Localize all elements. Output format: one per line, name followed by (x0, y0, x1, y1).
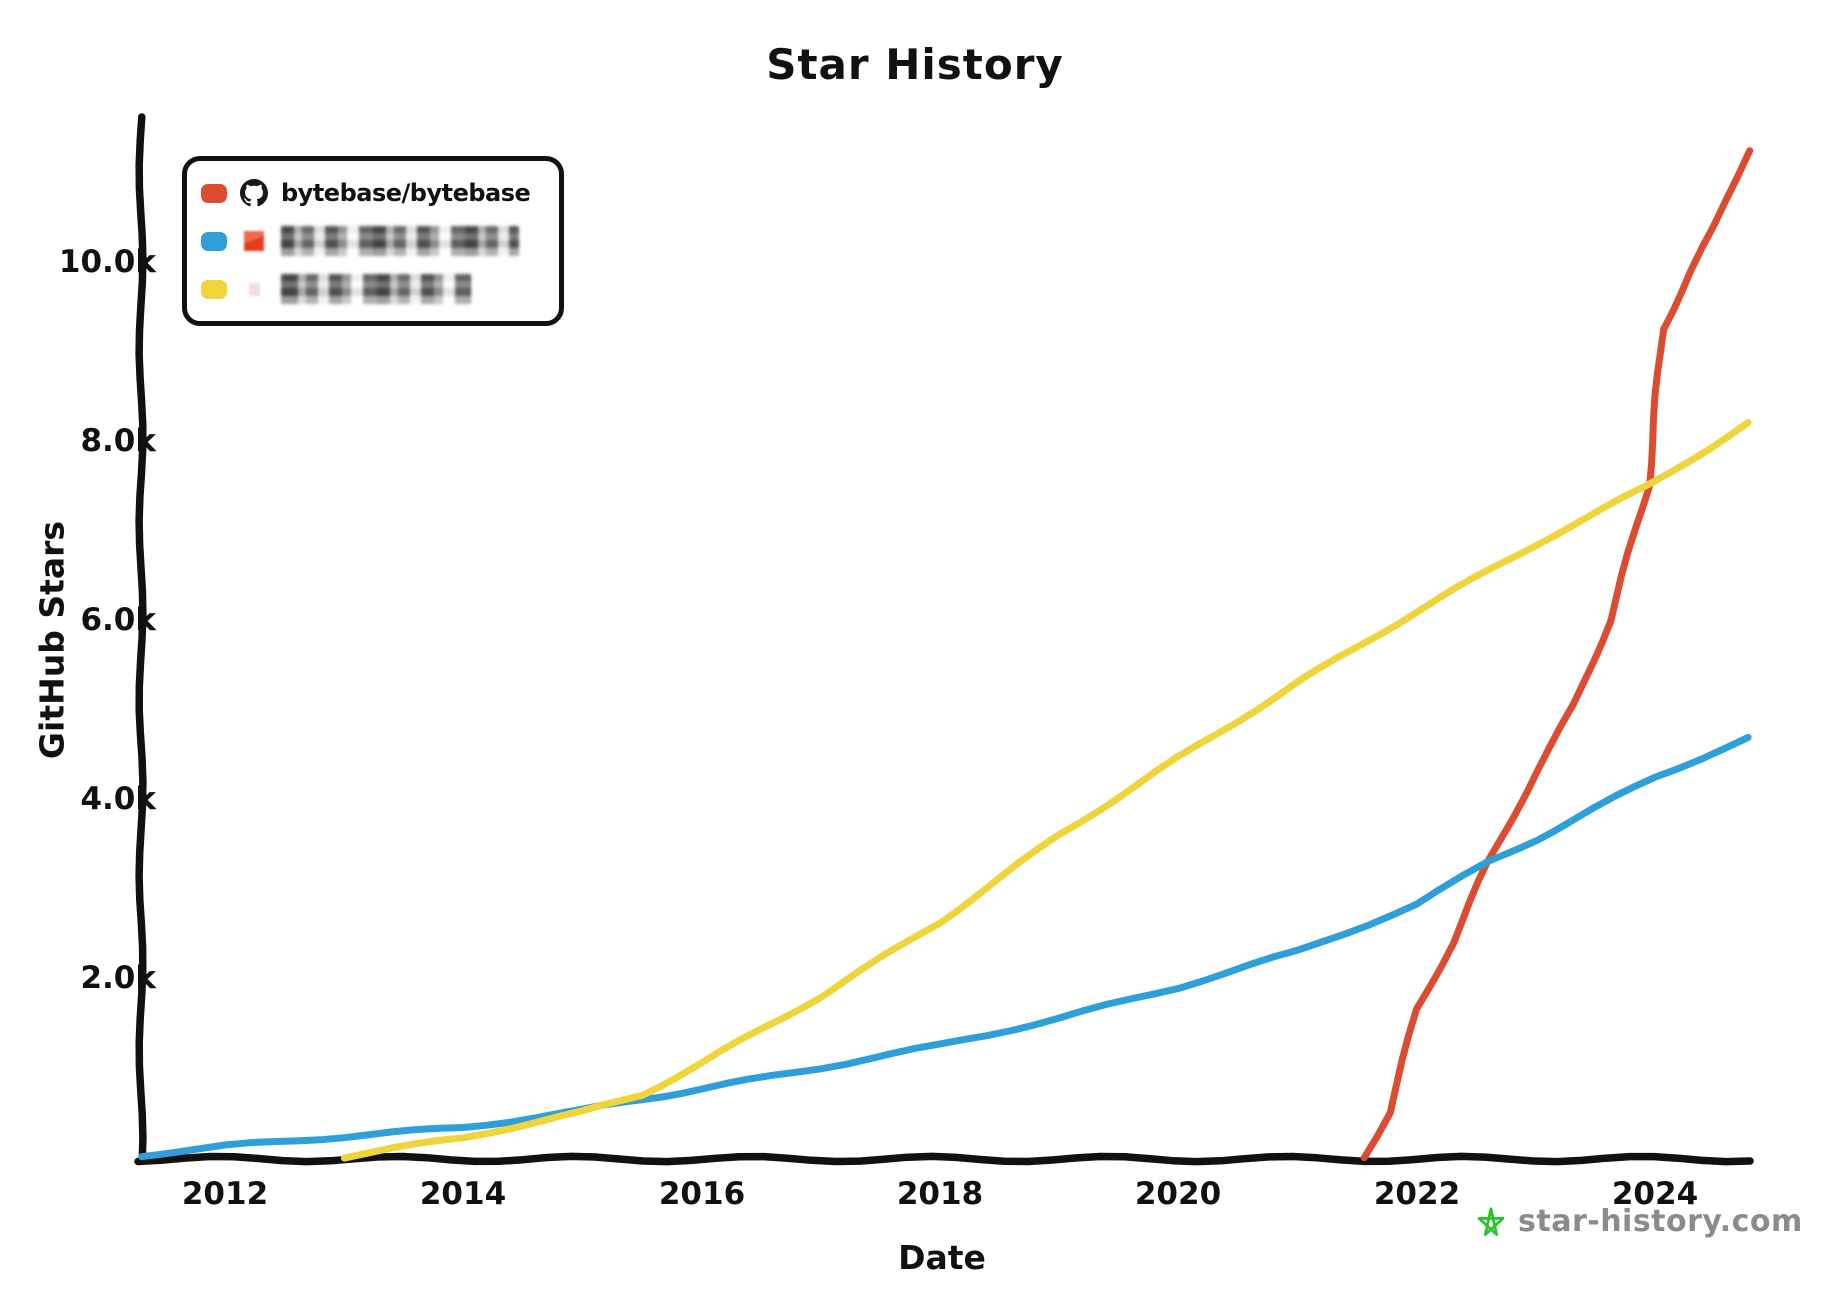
x-tick-2018: 2018 (896, 1176, 984, 1212)
legend-label-redacted-2 (281, 274, 471, 304)
y-axis-title: GitHub Stars (32, 520, 72, 760)
star-icon (1476, 1206, 1506, 1237)
y-tick-2k: 2.0k (80, 960, 156, 996)
watermark-text: star-history.com (1518, 1204, 1803, 1239)
legend: bytebase/bytebase (182, 156, 564, 326)
series-color-swatch-blue (201, 231, 227, 251)
x-axis-line (134, 1152, 1754, 1166)
y-axis-line (135, 113, 147, 1165)
x-axis-title: Date (898, 1238, 986, 1277)
x-tick-2016: 2016 (658, 1176, 746, 1212)
x-tick-2014: 2014 (419, 1176, 507, 1212)
x-tick-2020: 2020 (1134, 1176, 1222, 1212)
y-tick-8k: 8.0k (80, 423, 156, 459)
legend-item-redacted-1[interactable] (201, 219, 545, 263)
avatar-redacted-orange (239, 226, 269, 256)
watermark[interactable]: star-history.com (1476, 1204, 1803, 1239)
legend-item-redacted-2[interactable] (201, 267, 545, 311)
legend-item-bytebase[interactable]: bytebase/bytebase (201, 171, 545, 215)
series-color-swatch-yellow (201, 279, 227, 299)
avatar-redacted-pink (239, 274, 269, 304)
series-line-2 (340, 419, 1752, 1162)
y-tick-10k: 10.0k (58, 244, 156, 280)
x-tick-2012: 2012 (181, 1176, 269, 1212)
github-octocat-icon (239, 178, 269, 208)
chart-title: Star History (766, 40, 1064, 89)
legend-label-bytebase: bytebase/bytebase (281, 179, 531, 207)
series-line-0 (1360, 147, 1754, 1162)
y-tick-4k: 4.0k (80, 781, 156, 817)
series-color-swatch-red (201, 183, 227, 203)
x-tick-2024: 2024 (1611, 1176, 1699, 1212)
series-line-1 (138, 733, 1752, 1161)
y-tick-6k: 6.0k (80, 602, 156, 638)
legend-label-redacted-1 (281, 226, 519, 256)
x-tick-2022: 2022 (1373, 1176, 1461, 1212)
